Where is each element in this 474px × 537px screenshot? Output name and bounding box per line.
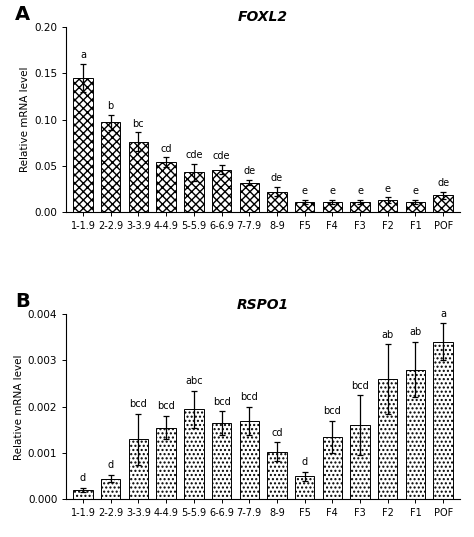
Text: de: de	[243, 166, 255, 176]
Bar	[156, 427, 176, 499]
Text: bc: bc	[133, 119, 144, 129]
Y-axis label: Relative mRNA level: Relative mRNA level	[20, 67, 30, 172]
Text: ab: ab	[382, 330, 394, 339]
Text: bcd: bcd	[351, 381, 369, 390]
Bar	[406, 369, 425, 499]
Bar	[378, 200, 397, 212]
Y-axis label: Relative mRNA level: Relative mRNA level	[14, 354, 24, 460]
Text: de: de	[271, 173, 283, 184]
Bar	[323, 437, 342, 499]
Bar	[73, 78, 93, 212]
Bar	[350, 425, 370, 499]
Text: e: e	[357, 186, 363, 197]
Bar	[267, 192, 287, 212]
Text: A: A	[15, 5, 30, 24]
Bar	[239, 420, 259, 499]
Text: e: e	[385, 184, 391, 194]
Bar	[350, 202, 370, 212]
Text: a: a	[440, 309, 446, 319]
Text: abc: abc	[185, 376, 202, 386]
Bar	[101, 122, 120, 212]
Title: RSPO1: RSPO1	[237, 297, 289, 311]
Text: ab: ab	[410, 327, 421, 337]
Text: e: e	[412, 186, 419, 197]
Bar	[239, 183, 259, 212]
Bar	[73, 490, 93, 499]
Bar	[184, 409, 203, 499]
Text: d: d	[80, 473, 86, 483]
Text: cd: cd	[160, 144, 172, 154]
Bar	[323, 202, 342, 212]
Bar	[433, 342, 453, 499]
Bar	[184, 172, 203, 212]
Bar	[295, 476, 314, 499]
Bar	[129, 439, 148, 499]
Text: bcd: bcd	[213, 397, 230, 407]
Text: e: e	[301, 186, 308, 197]
Text: bcd: bcd	[157, 401, 175, 411]
Bar	[156, 162, 176, 212]
Text: bcd: bcd	[323, 406, 341, 416]
Bar	[267, 452, 287, 499]
Text: e: e	[329, 186, 335, 197]
Bar	[101, 478, 120, 499]
Text: cde: cde	[185, 150, 202, 160]
Text: b: b	[108, 101, 114, 111]
Text: bcd: bcd	[129, 399, 147, 409]
Text: bcd: bcd	[240, 392, 258, 402]
Title: FOXL2: FOXL2	[238, 10, 288, 24]
Bar	[212, 423, 231, 499]
Bar	[433, 195, 453, 212]
Bar	[212, 170, 231, 212]
Text: de: de	[437, 178, 449, 188]
Text: a: a	[80, 50, 86, 60]
Text: B: B	[15, 292, 30, 311]
Bar	[378, 379, 397, 499]
Text: cde: cde	[213, 151, 230, 161]
Text: d: d	[108, 460, 114, 470]
Bar	[295, 202, 314, 212]
Text: d: d	[301, 457, 308, 467]
Bar	[406, 202, 425, 212]
Text: cd: cd	[271, 428, 283, 438]
Bar	[129, 142, 148, 212]
